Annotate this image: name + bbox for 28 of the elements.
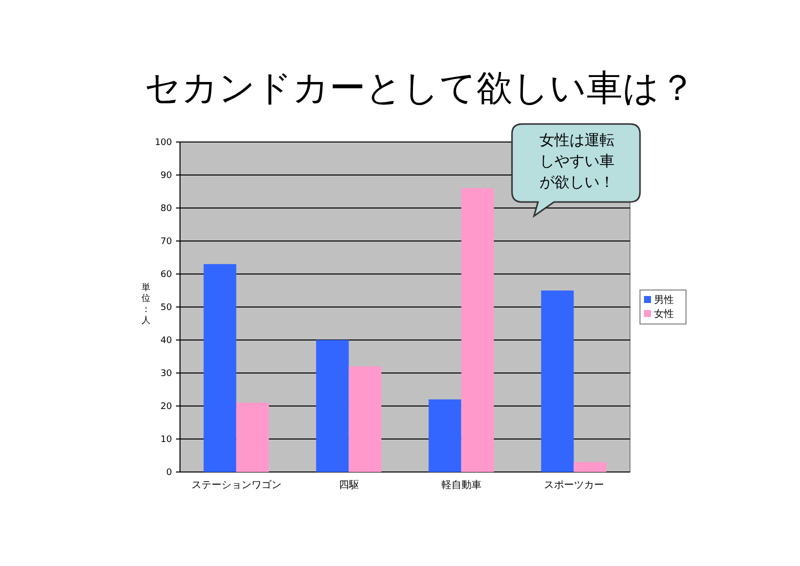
y-tick-label: 50 [160, 303, 172, 313]
bar [316, 340, 349, 472]
legend-label: 男性 [654, 294, 674, 306]
bar [574, 462, 606, 472]
y-tick-label: 70 [160, 237, 172, 247]
y-tick-label: 80 [160, 204, 172, 214]
bar [461, 188, 494, 472]
y-tick-label: 10 [160, 435, 172, 445]
chart-title: セカンドカーとして欲しい車は？ [144, 68, 696, 109]
bar [236, 402, 269, 472]
bar [204, 264, 236, 472]
y-tick-label: 30 [160, 369, 172, 379]
bar [348, 366, 382, 472]
y-axis-title: 単位：人 [142, 282, 150, 326]
bar [541, 290, 574, 472]
y-tick-label: 0 [166, 468, 172, 478]
x-tick-label: ステーションワゴン [191, 479, 282, 491]
legend-label: 女性 [654, 308, 674, 320]
y-tick-label: 40 [160, 336, 172, 346]
x-tick-label: 四駆 [338, 480, 359, 491]
y-tick-label: 100 [154, 138, 172, 148]
bar [428, 399, 462, 472]
annotation: 女性は運転しやすい車が欲しい！ [538, 130, 616, 193]
x-tick-label: 軽自動車 [441, 479, 482, 491]
y-tick-label: 20 [160, 402, 172, 412]
y-tick-label: 90 [160, 171, 172, 181]
x-tick-label: スポーツカー [544, 480, 604, 491]
y-tick-label: 60 [160, 270, 172, 280]
